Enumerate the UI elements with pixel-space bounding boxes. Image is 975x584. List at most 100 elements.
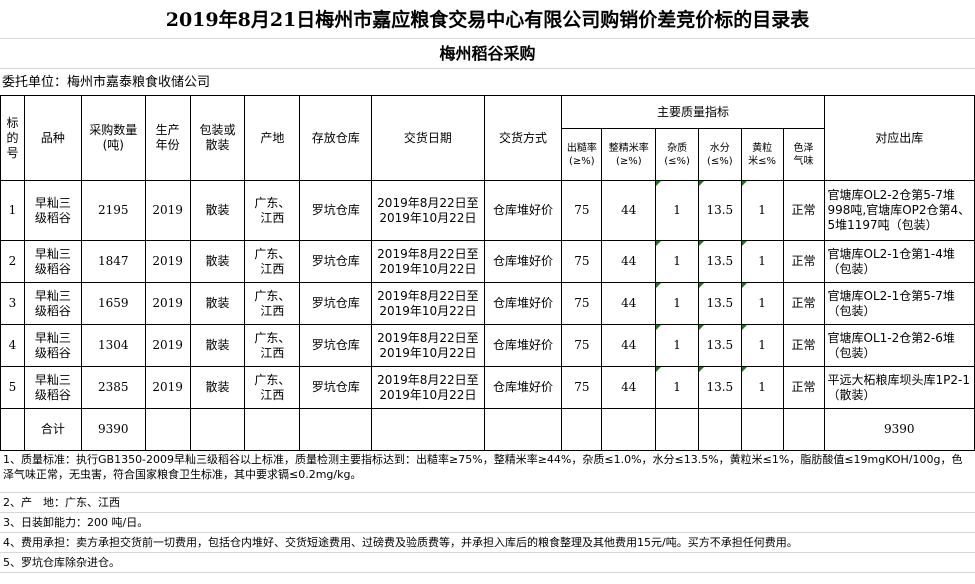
subtitle: 梅州稻谷采购 [0,38,975,69]
cell-quantity: 1304 [80,324,146,367]
header-q2: 整精米率(≥%) [601,128,657,181]
cell-delivery-date: 2019年8月22日至2019年10月22日 [371,180,485,241]
header-qty: 采购数量(吨) [80,95,146,181]
header-origin: 产地 [244,95,301,181]
cell-moisture: 13.5 [697,282,742,325]
header-variety: 品种 [23,95,82,181]
note-2: 2、产 地：广东、江西 [0,493,975,513]
cell-delivery-method: 仓库堆好价 [483,180,563,241]
cell-delivery-method: 仓库堆好价 [483,282,563,325]
cell-delivery-method: 仓库堆好价 [483,366,563,409]
client-line: 委托单位：梅州市嘉泰粮食收储公司 [0,68,975,96]
cell-husking-rate: 75 [561,180,603,241]
cell-husking-rate: 75 [561,282,603,325]
cell-outbound: 官塘库OL2-1仓第5-7堆（包装） [823,282,975,325]
cell-moisture: 13.5 [697,180,742,241]
cell-impurity: 1 [655,366,699,409]
cell-quantity: 2195 [80,180,146,241]
header-method: 交货方式 [483,95,563,181]
cell-outbound: 平远大柘粮库坝头库1P2-1（散装） [823,366,975,409]
header-warehouse: 存放仓库 [299,95,373,181]
cell-lot-number: 4 [0,324,25,367]
header-q1: 出糙率(≥%) [561,128,603,181]
cell-yellow-rice: 1 [740,282,784,325]
cell-packaging: 散装 [189,282,246,325]
cell-variety: 早籼三级稻谷 [23,324,82,367]
header-no: 标的号 [0,95,25,181]
cell-origin: 广东、江西 [244,240,301,283]
cell-warehouse: 罗坑仓库 [299,324,373,367]
cell-yellow-rice: 1 [740,366,784,409]
cell-outbound: 官塘库OL2-2仓第5-7堆998吨,官塘库OP2仓第4、5堆1197吨（包装） [823,180,975,241]
cell-lot-number: 5 [0,366,25,409]
cell-variety: 早籼三级稻谷 [23,240,82,283]
cell-yellow-rice: 1 [740,324,784,367]
total-out: 9390 [823,408,975,451]
cell-packaging: 散装 [189,180,246,241]
header-date: 交货日期 [371,95,485,181]
cell-warehouse: 罗坑仓库 [299,282,373,325]
cell-delivery-date: 2019年8月22日至2019年10月22日 [371,324,485,367]
table-row: 4 早籼三级稻谷 1304 2019 散装 广东、江西 罗坑仓库 2019年8月22日至201… [0,324,975,367]
cell-head-rice-rate: 44 [601,366,657,409]
table-row: 2 早籼三级稻谷 1847 2019 散装 广东、江西 罗坑仓库 2019年8月22日至201… [0,240,975,283]
cell-quantity: 1659 [80,282,146,325]
notes: 1、质量标准：执行GB1350-2009早籼三级稻谷以上标准，质量检测主要指标达… [0,450,975,573]
cell-color-odor: 正常 [782,240,825,283]
cell-moisture: 13.5 [697,324,742,367]
cell-warehouse: 罗坑仓库 [299,240,373,283]
table-row: 5 早籼三级稻谷 2385 2019 散装 广东、江西 罗坑仓库 2019年8月22日至201… [0,366,975,409]
cell-year: 2019 [144,282,191,325]
cell-color-odor: 正常 [782,366,825,409]
cell-lot-number: 2 [0,240,25,283]
header-q3: 杂质(≤%) [655,128,699,181]
cell-lot-number: 1 [0,180,25,241]
cell-delivery-method: 仓库堆好价 [483,240,563,283]
header-pack: 包装或散装 [189,95,246,181]
cell-delivery-method: 仓库堆好价 [483,324,563,367]
header-q5: 黄粒米≤% [740,128,784,181]
cell-color-odor: 正常 [782,324,825,367]
table-row: 1 早籼三级稻谷 2195 2019 散装 广东、江西 罗坑仓库 2019年8月22日至201… [0,180,975,241]
cell-color-odor: 正常 [782,180,825,241]
cell-variety: 早籼三级稻谷 [23,366,82,409]
note-5: 5、罗坑仓库除杂进仓。 [0,553,975,573]
cell-lot-number: 3 [0,282,25,325]
cell-color-odor: 正常 [782,282,825,325]
cell-year: 2019 [144,324,191,367]
cell-packaging: 散装 [189,366,246,409]
cell-variety: 早籼三级稻谷 [23,282,82,325]
cell-head-rice-rate: 44 [601,324,657,367]
cell-impurity: 1 [655,324,699,367]
cell-husking-rate: 75 [561,240,603,283]
note-4: 4、费用承担：卖方承担交货前一切费用，包括仓内堆好、交货短途费用、过磅费及验质费… [0,533,975,553]
total-row: 合计 9390 9390 [0,408,975,451]
cell-packaging: 散装 [189,240,246,283]
cell-head-rice-rate: 44 [601,282,657,325]
note-3: 3、日装卸能力：200 吨/日。 [0,513,975,533]
note-1: 1、质量标准：执行GB1350-2009早籼三级稻谷以上标准，质量检测主要指标达… [0,450,975,493]
cell-husking-rate: 75 [561,366,603,409]
cell-origin: 广东、江西 [244,324,301,367]
cell-impurity: 1 [655,180,699,241]
cell-husking-rate: 75 [561,324,603,367]
cell-moisture: 13.5 [697,240,742,283]
cell-outbound: 官塘库OL1-2仓第2-6堆（包装） [823,324,975,367]
cell-year: 2019 [144,366,191,409]
header-q4: 水分(≤%) [697,128,742,181]
cell-yellow-rice: 1 [740,180,784,241]
header-out: 对应出库 [823,95,975,181]
cell-head-rice-rate: 44 [601,180,657,241]
header-q6: 色泽气味 [782,128,825,181]
bid-table: 标的号 品种 采购数量(吨) 生产年份 包装或散装 产地 存放仓库 交货日期 交… [0,95,975,451]
cell-origin: 广东、江西 [244,282,301,325]
cell-packaging: 散装 [189,324,246,367]
total-label: 合计 [23,408,82,451]
header-year: 生产年份 [144,95,191,181]
cell-yellow-rice: 1 [740,240,784,283]
cell-origin: 广东、江西 [244,366,301,409]
cell-impurity: 1 [655,240,699,283]
cell-warehouse: 罗坑仓库 [299,366,373,409]
cell-variety: 早籼三级稻谷 [23,180,82,241]
